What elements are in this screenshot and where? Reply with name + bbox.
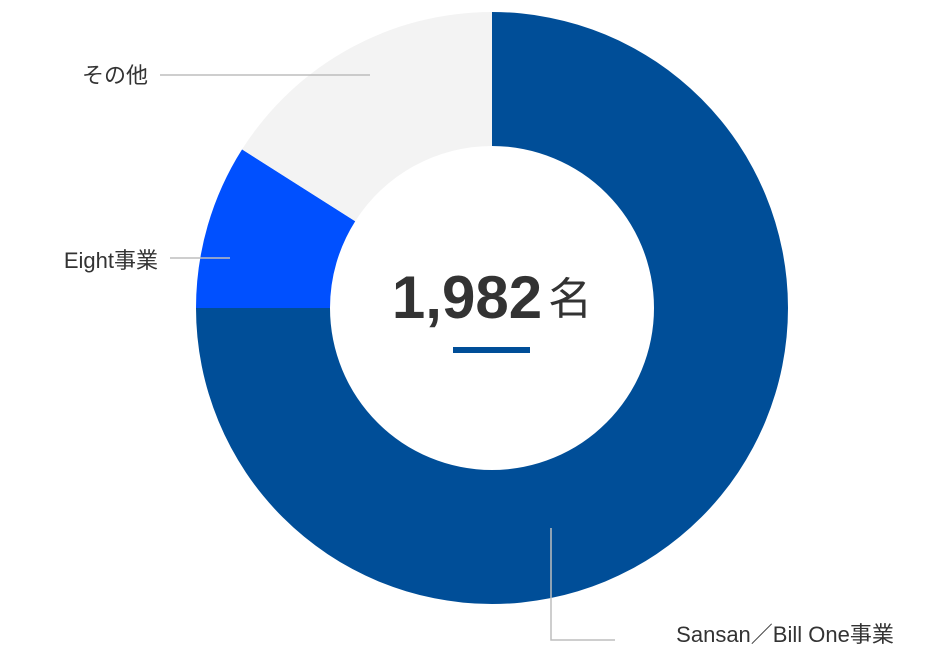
slice [242,12,492,222]
leader-line [550,528,615,641]
center-total: 1,982 [392,264,542,331]
center-label: 1,982 名 [392,264,592,331]
slice-label: Sansan／Bill One事業 [676,622,894,647]
slice [196,149,356,308]
slices [196,12,788,604]
center-unit: 名 [548,275,592,324]
slice [196,12,788,604]
center-underline [453,347,530,353]
slice-label: その他 [82,63,148,88]
slice-label: Eight事業 [64,248,158,273]
